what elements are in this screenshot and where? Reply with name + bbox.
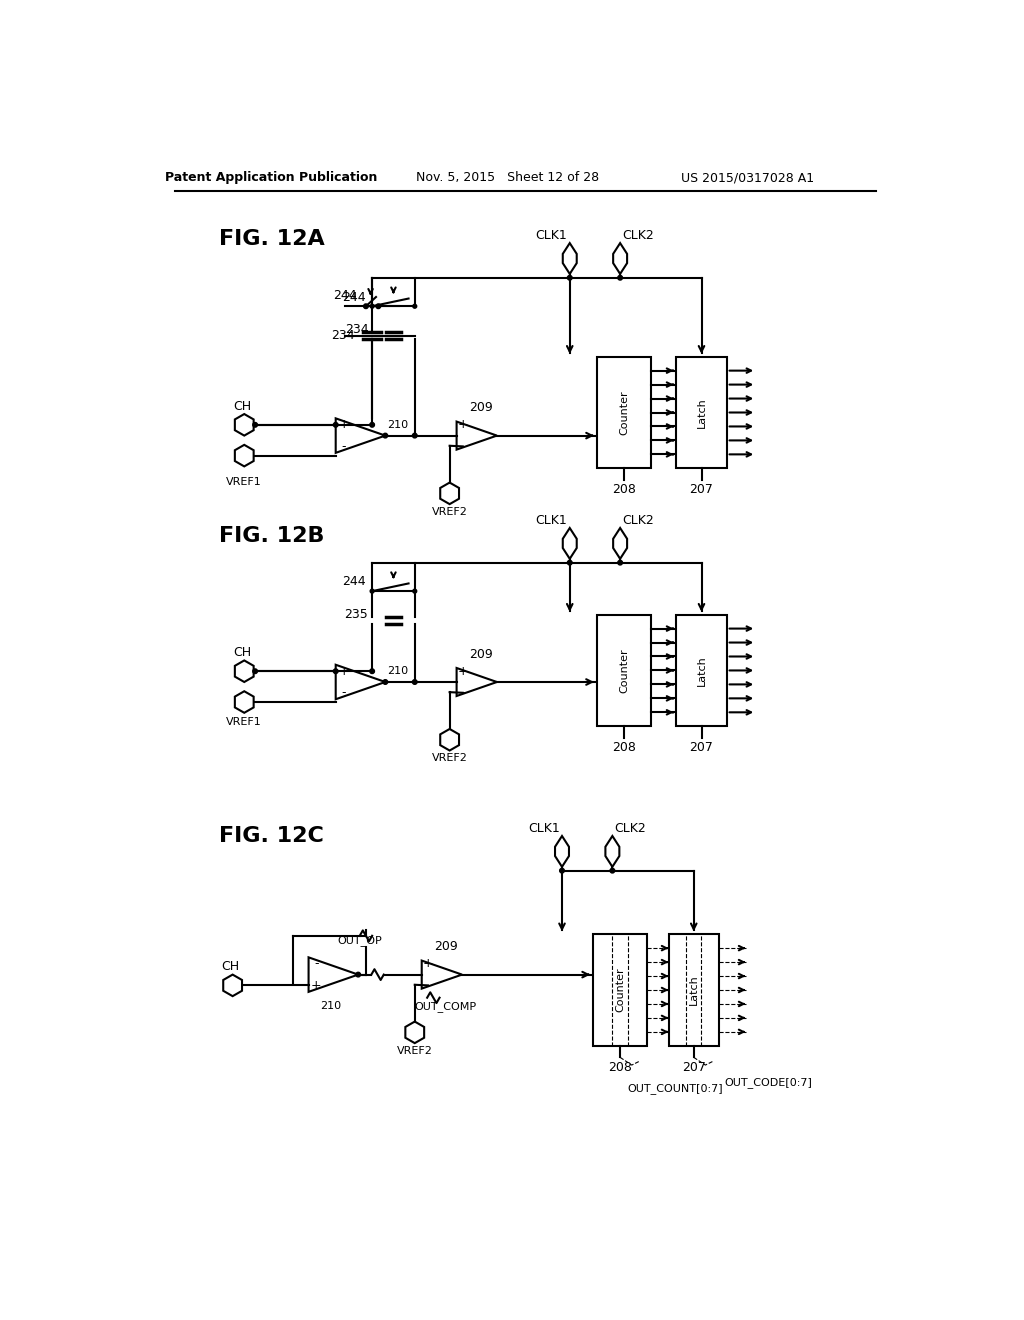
Text: -: -	[314, 957, 318, 970]
Text: +: +	[338, 665, 349, 677]
Text: CLK2: CLK2	[623, 513, 654, 527]
Circle shape	[413, 433, 417, 438]
Text: -: -	[461, 440, 465, 453]
Text: Counter: Counter	[618, 648, 629, 693]
Circle shape	[334, 422, 338, 428]
Text: VREF2: VREF2	[432, 507, 468, 517]
Text: 208: 208	[612, 483, 636, 496]
Circle shape	[617, 276, 623, 280]
Text: Latch: Latch	[696, 655, 707, 686]
Circle shape	[610, 869, 614, 873]
Text: 234: 234	[345, 323, 369, 335]
Text: 207: 207	[682, 1061, 706, 1074]
Circle shape	[413, 680, 417, 684]
Text: 209: 209	[469, 401, 493, 414]
Text: CLK1: CLK1	[528, 822, 560, 834]
Text: +: +	[423, 957, 433, 970]
Bar	[676, 356, 727, 469]
Bar	[597, 356, 651, 469]
Circle shape	[383, 433, 388, 438]
Text: Latch: Latch	[689, 974, 698, 1006]
Text: OUT_COMP: OUT_COMP	[414, 1002, 476, 1012]
Circle shape	[253, 669, 257, 673]
Text: Nov. 5, 2015   Sheet 12 of 28: Nov. 5, 2015 Sheet 12 of 28	[416, 172, 599, 185]
Circle shape	[356, 973, 360, 977]
Circle shape	[371, 589, 374, 593]
Text: -: -	[461, 686, 465, 700]
Bar	[597, 615, 651, 726]
Circle shape	[567, 276, 572, 280]
Text: 244: 244	[342, 290, 366, 304]
Bar	[669, 935, 719, 1045]
Text: CLK1: CLK1	[536, 513, 567, 527]
Text: 235: 235	[344, 607, 369, 620]
Circle shape	[567, 561, 572, 565]
Text: VREF1: VREF1	[226, 477, 262, 487]
Text: US 2015/0317028 A1: US 2015/0317028 A1	[681, 172, 814, 185]
Text: VREF1: VREF1	[226, 717, 262, 727]
Text: CH: CH	[221, 961, 240, 973]
Circle shape	[560, 869, 564, 873]
Bar	[676, 615, 727, 726]
Text: 208: 208	[608, 1061, 632, 1074]
Text: FIG. 12B: FIG. 12B	[219, 525, 325, 545]
Bar	[593, 935, 647, 1045]
Circle shape	[370, 422, 375, 428]
Circle shape	[364, 304, 369, 309]
Text: +: +	[458, 665, 468, 677]
Text: Counter: Counter	[618, 391, 629, 434]
Text: Counter: Counter	[615, 968, 625, 1012]
Text: 244: 244	[333, 289, 356, 302]
Text: 207: 207	[689, 483, 714, 496]
Text: OUT_COUNT[0:7]: OUT_COUNT[0:7]	[628, 1082, 724, 1094]
Text: 210: 210	[321, 1001, 342, 1011]
Circle shape	[413, 589, 417, 593]
Circle shape	[617, 561, 623, 565]
Text: +: +	[338, 418, 349, 432]
Text: CH: CH	[232, 400, 251, 413]
Text: 244: 244	[342, 576, 366, 589]
Text: VREF2: VREF2	[397, 1045, 433, 1056]
Text: CLK2: CLK2	[614, 822, 646, 834]
Text: 234: 234	[332, 329, 355, 342]
Circle shape	[376, 304, 381, 309]
Text: -: -	[341, 440, 346, 453]
Text: Patent Application Publication: Patent Application Publication	[165, 172, 378, 185]
Text: FIG. 12A: FIG. 12A	[219, 230, 326, 249]
Text: 209: 209	[469, 648, 493, 661]
Circle shape	[413, 305, 417, 308]
Circle shape	[334, 669, 338, 673]
Text: 208: 208	[612, 742, 636, 754]
Text: -: -	[426, 979, 430, 991]
Text: 210: 210	[388, 667, 409, 676]
Text: Latch: Latch	[696, 397, 707, 428]
Text: CH: CH	[232, 647, 251, 659]
Text: -: -	[341, 686, 346, 700]
Text: CLK2: CLK2	[623, 228, 654, 242]
Text: 210: 210	[388, 420, 409, 430]
Text: FIG. 12C: FIG. 12C	[219, 826, 325, 846]
Text: CLK1: CLK1	[536, 228, 567, 242]
Text: 209: 209	[434, 940, 458, 953]
Text: +: +	[311, 979, 322, 991]
Text: OUT_CODE[0:7]: OUT_CODE[0:7]	[725, 1077, 813, 1088]
Circle shape	[383, 680, 388, 684]
Circle shape	[371, 305, 374, 308]
Text: OUT_OP: OUT_OP	[337, 935, 382, 946]
Text: 207: 207	[689, 742, 714, 754]
Text: +: +	[458, 418, 468, 432]
Circle shape	[370, 669, 375, 673]
Text: VREF2: VREF2	[432, 754, 468, 763]
Circle shape	[253, 422, 257, 428]
